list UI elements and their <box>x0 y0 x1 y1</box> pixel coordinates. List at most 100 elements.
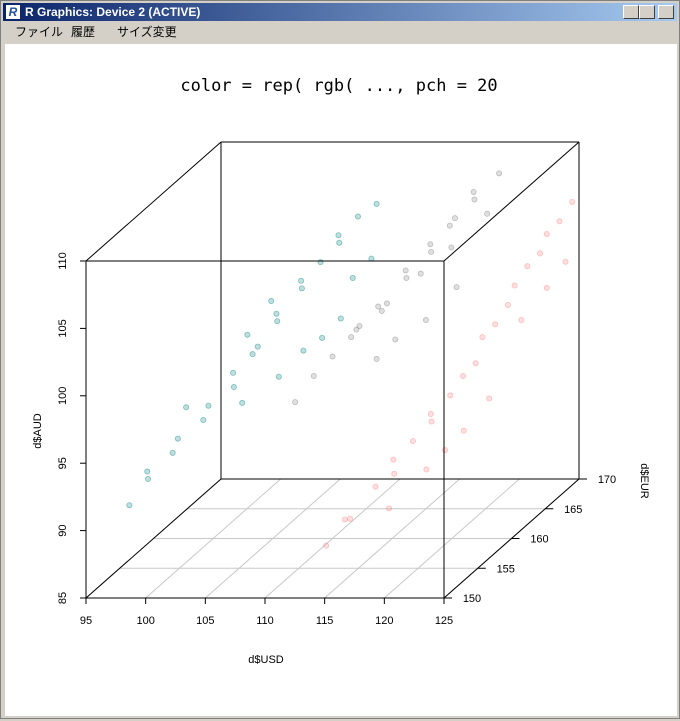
point <box>492 321 499 328</box>
menu-item[interactable]: 履歴 <box>71 25 96 39</box>
point <box>453 284 460 291</box>
z-axis-label: d$AUD <box>32 413 44 449</box>
point <box>323 542 330 549</box>
point <box>378 307 385 314</box>
point <box>504 301 511 308</box>
point <box>543 284 550 291</box>
close-button[interactable] <box>658 5 674 19</box>
point <box>479 334 486 341</box>
point <box>347 515 354 522</box>
x-axis-label: d$USD <box>248 654 284 666</box>
point <box>298 277 305 284</box>
maximize-button[interactable] <box>639 5 655 19</box>
x-tick-label: 105 <box>196 615 214 627</box>
point <box>356 322 363 329</box>
point <box>448 244 455 251</box>
chart: color = rep( rgb( ..., pch = 20 95 100 105… <box>32 76 650 666</box>
point <box>205 402 212 409</box>
minimize-button[interactable] <box>623 5 639 19</box>
point <box>230 384 237 391</box>
point <box>310 372 317 379</box>
point <box>569 198 576 205</box>
point <box>183 404 190 411</box>
point <box>543 230 550 237</box>
point <box>427 241 434 248</box>
point <box>348 334 355 341</box>
app-icon: R <box>6 5 20 19</box>
point <box>336 239 343 246</box>
point <box>292 399 299 406</box>
point <box>383 300 390 307</box>
box-edge <box>443 141 580 262</box>
point <box>556 218 563 225</box>
title-bar: R R Graphics: Device 2 (ACTIVE) <box>3 3 677 21</box>
x-tick-label: 115 <box>316 615 334 627</box>
point <box>353 326 360 333</box>
point <box>373 200 380 207</box>
point <box>169 449 176 456</box>
z-tick-label: 110 <box>57 252 69 270</box>
z-tick-label: 105 <box>57 319 69 337</box>
point <box>244 331 251 338</box>
point <box>446 222 453 229</box>
menu-item[interactable]: サイズ変更 <box>117 25 177 39</box>
point <box>372 483 379 490</box>
point <box>145 476 152 483</box>
y-tick-label: 150 <box>463 593 481 605</box>
y-tick-label: 155 <box>497 563 515 575</box>
y-axis-label: d$EUR <box>638 463 650 499</box>
point <box>275 373 282 380</box>
point <box>472 360 479 367</box>
point <box>354 213 361 220</box>
point <box>144 468 151 475</box>
point <box>200 416 207 423</box>
point <box>274 318 281 325</box>
point <box>386 505 393 512</box>
point <box>335 232 342 239</box>
point <box>273 310 280 317</box>
x-tick-label: 95 <box>80 615 92 627</box>
menu-item[interactable]: ファイル <box>15 25 64 39</box>
point <box>422 317 429 324</box>
point <box>460 427 467 434</box>
z-tick-label: 95 <box>57 457 69 469</box>
point <box>428 418 435 425</box>
point <box>511 282 518 289</box>
point <box>451 215 458 222</box>
x-tick-label: 125 <box>435 615 453 627</box>
z-tick-label: 90 <box>57 524 69 536</box>
point <box>337 315 344 322</box>
point <box>496 170 503 177</box>
point <box>249 351 256 358</box>
point <box>390 456 397 463</box>
chart-title: color = rep( rgb( ..., pch = 20 <box>180 76 497 96</box>
x-tick-label: 100 <box>136 615 154 627</box>
point <box>268 298 275 305</box>
point <box>403 275 410 282</box>
y-tick-label: 160 <box>530 534 548 546</box>
point <box>239 399 246 406</box>
point <box>254 343 261 350</box>
box-edge <box>85 141 222 262</box>
z-tick-label: 100 <box>57 387 69 405</box>
point <box>409 437 416 444</box>
point <box>459 372 466 379</box>
point <box>524 263 531 270</box>
point <box>230 369 237 376</box>
box-edge <box>85 478 222 599</box>
point <box>329 353 336 360</box>
point <box>298 285 305 292</box>
point <box>392 336 399 343</box>
x-tick-label: 110 <box>256 615 274 627</box>
point <box>300 347 307 354</box>
point <box>319 334 326 341</box>
point <box>447 392 454 399</box>
z-tick-label: 85 <box>57 592 69 604</box>
point <box>417 270 424 277</box>
point <box>484 210 491 217</box>
point <box>442 447 449 454</box>
point <box>471 196 478 203</box>
y-tick-label: 165 <box>564 504 582 516</box>
point <box>427 411 434 418</box>
